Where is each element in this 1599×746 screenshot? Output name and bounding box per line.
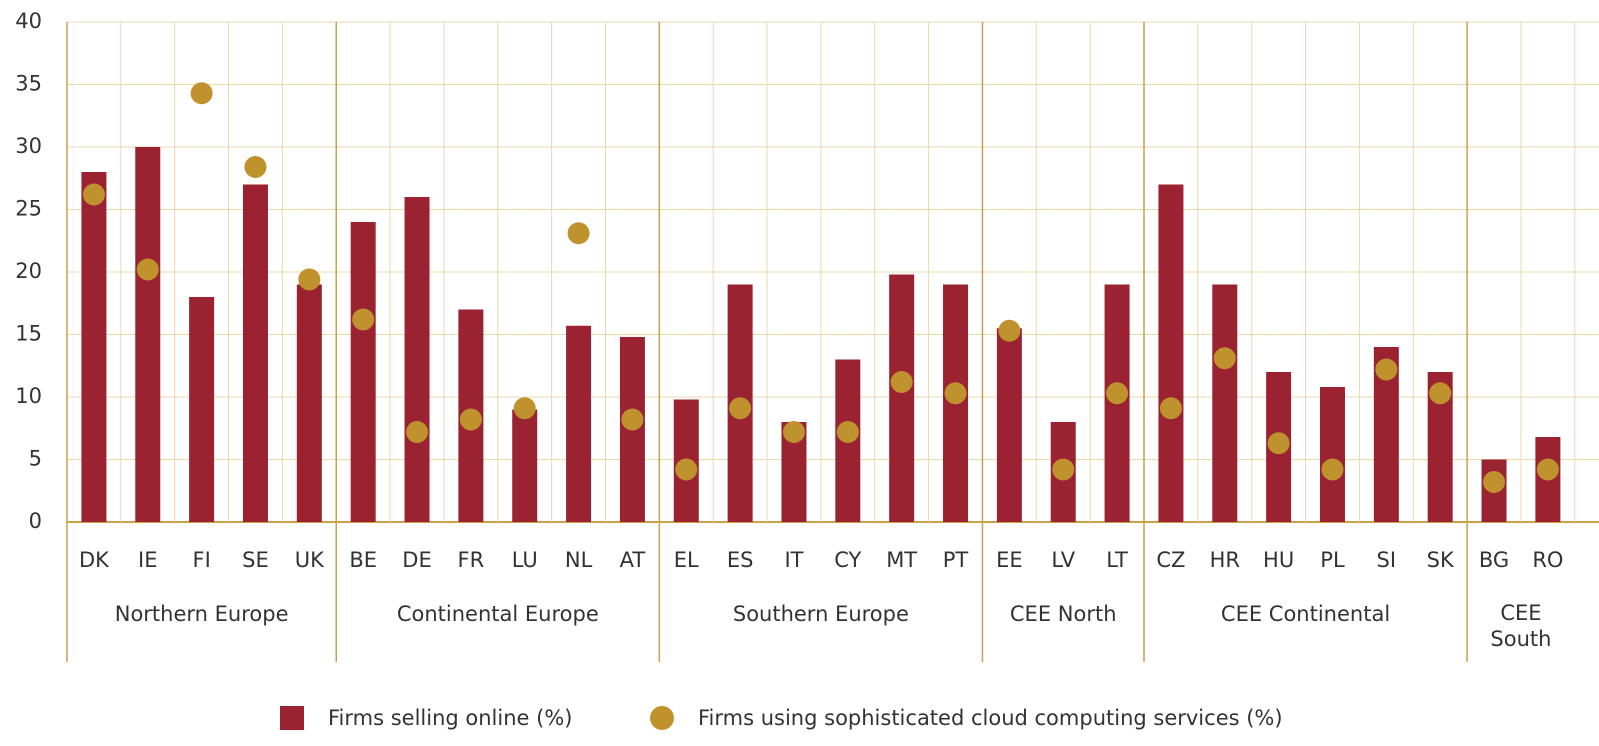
legend-swatch	[650, 706, 674, 730]
dot	[998, 319, 1021, 342]
dot	[298, 268, 321, 291]
x-tick-label: FR	[458, 548, 485, 572]
x-tick-label: ES	[727, 548, 754, 572]
x-tick-label: LU	[512, 548, 538, 572]
y-tick-label: 5	[29, 447, 42, 471]
dot	[513, 397, 536, 420]
legend-swatch	[280, 706, 304, 730]
group-label: Continental Europe	[396, 602, 599, 626]
y-tick-label: 30	[15, 134, 42, 158]
group-label: CEE Continental	[1220, 602, 1391, 626]
group-label: Southern Europe	[732, 602, 909, 626]
group-label: CEE South	[1490, 601, 1552, 651]
bar	[350, 222, 376, 522]
y-tick-label: 25	[15, 197, 42, 221]
dot	[1429, 382, 1452, 405]
group-label: CEE North	[1009, 602, 1117, 626]
dot	[1267, 432, 1290, 455]
bar	[189, 297, 215, 522]
legend-label: Firms using sophisticated cloud computin…	[698, 706, 1283, 730]
bar	[135, 147, 161, 522]
dot	[1052, 458, 1075, 481]
dot	[1106, 382, 1129, 405]
y-tick-label: 35	[15, 72, 42, 96]
bar	[889, 274, 915, 522]
x-tick-label: DK	[79, 548, 110, 572]
dot	[1483, 471, 1506, 493]
dot	[1321, 458, 1344, 481]
x-tick-label: CZ	[1156, 548, 1185, 572]
x-tick-label: UK	[295, 548, 325, 572]
bar	[512, 409, 538, 522]
group-label: Northern Europe	[114, 602, 289, 626]
bar	[81, 172, 107, 522]
dot	[890, 371, 913, 393]
y-tick-label: 20	[15, 259, 42, 283]
bar	[404, 197, 430, 522]
bar	[296, 284, 322, 522]
dot	[190, 82, 213, 105]
dot	[1159, 397, 1182, 420]
bar	[1158, 184, 1184, 522]
x-tick-label: DE	[402, 548, 431, 572]
x-tick-label: LV	[1051, 548, 1075, 572]
y-tick-label: 40	[15, 9, 42, 33]
dot	[621, 408, 644, 431]
dot	[82, 183, 105, 206]
legend-label: Firms selling online (%)	[328, 706, 572, 730]
x-tick-label: SI	[1377, 548, 1397, 572]
dot	[244, 156, 267, 178]
dot	[1375, 358, 1398, 381]
x-tick-label: CY	[834, 548, 861, 572]
dot	[352, 308, 375, 331]
x-tick-label: EL	[674, 548, 699, 572]
x-tick-label: MT	[886, 548, 917, 572]
x-tick-label: AT	[620, 548, 646, 572]
x-tick-label: BE	[349, 548, 377, 572]
x-tick-label: PL	[1320, 548, 1345, 572]
x-tick-label: RO	[1532, 548, 1563, 572]
dot	[729, 397, 752, 420]
x-tick-label: HR	[1210, 548, 1240, 572]
x-tick-label: IT	[784, 548, 803, 572]
x-tick-label: IE	[138, 548, 157, 572]
y-tick-label: 10	[15, 384, 42, 408]
dot	[1536, 458, 1559, 481]
dot	[675, 458, 698, 481]
x-tick-label: EE	[996, 548, 1023, 572]
bar	[996, 328, 1022, 522]
dot	[782, 421, 805, 443]
bar	[242, 184, 268, 522]
x-tick-label: SK	[1427, 548, 1455, 572]
x-tick-label: FI	[192, 548, 210, 572]
y-tick-label: 0	[29, 509, 42, 533]
x-tick-label: PT	[943, 548, 969, 572]
y-tick-label: 15	[15, 322, 42, 346]
dot	[406, 421, 429, 443]
bar	[1212, 284, 1238, 522]
dot	[944, 382, 967, 405]
x-tick-label: BG	[1479, 548, 1509, 572]
dot	[836, 421, 859, 443]
dot	[567, 222, 590, 245]
x-tick-label: HU	[1263, 548, 1294, 572]
dot	[1213, 347, 1236, 370]
bar	[1319, 387, 1345, 522]
x-tick-label: NL	[565, 548, 593, 572]
x-tick-label: LT	[1106, 548, 1128, 572]
dot	[136, 258, 159, 281]
bar	[566, 325, 592, 522]
x-tick-label: SE	[242, 548, 269, 572]
dot	[459, 408, 482, 431]
